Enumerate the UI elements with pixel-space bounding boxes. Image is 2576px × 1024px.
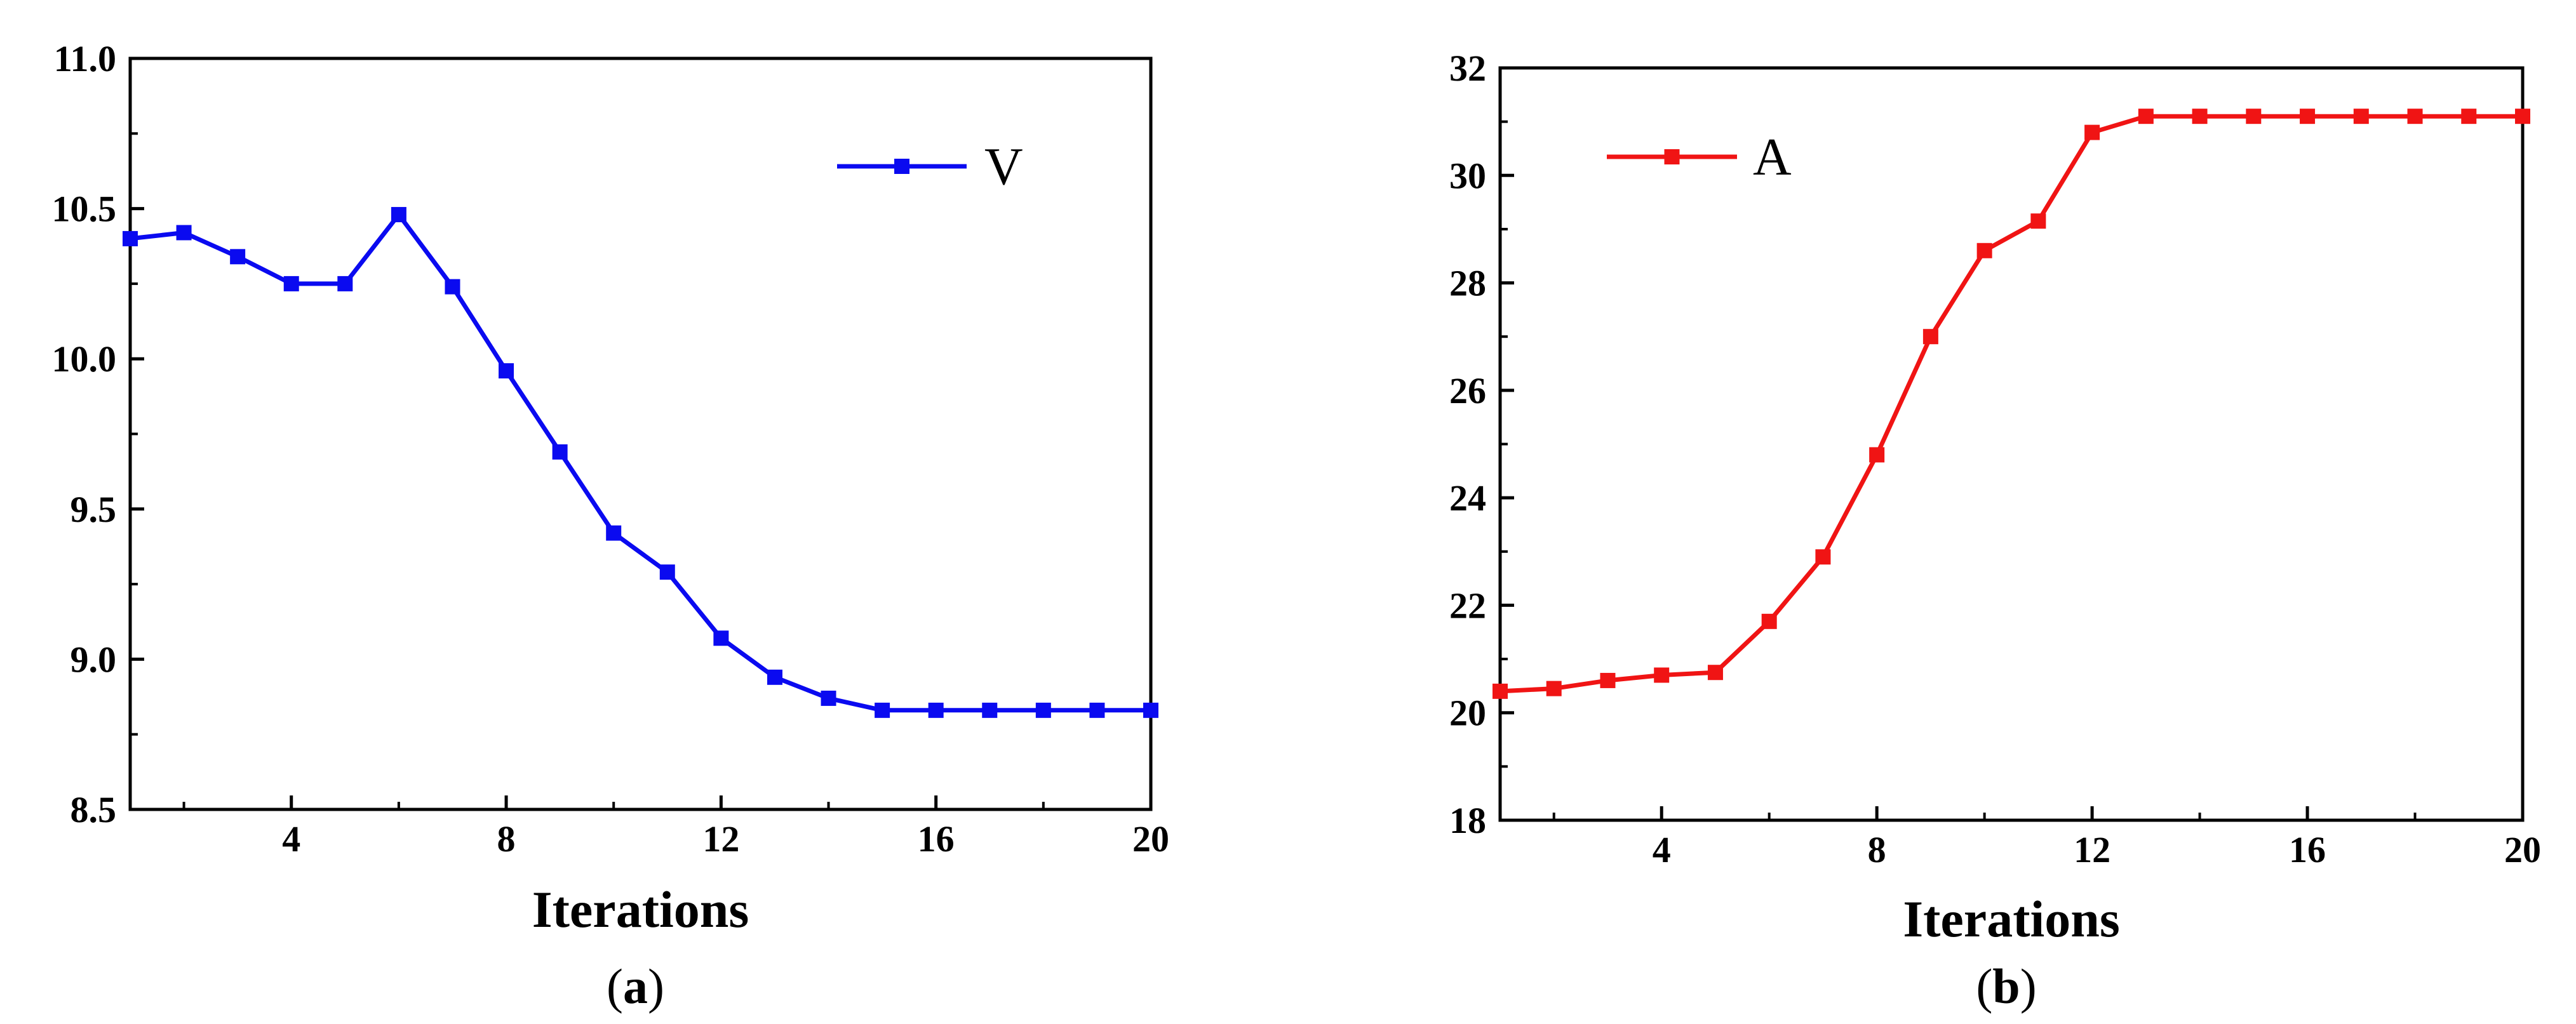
chart-b-x-tick-label: 4 (1653, 829, 1671, 870)
chart-b-data-point (2461, 109, 2477, 124)
chart-b-y-tick-label: 20 (1449, 693, 1486, 734)
chart-a-data-point (499, 363, 514, 379)
chart-a-data-point (391, 207, 406, 223)
chart-a-legend-label: V (984, 137, 1023, 196)
chart-b-data-point (2515, 109, 2530, 124)
chart-b-x-tick-label: 20 (2504, 829, 2541, 870)
chart-a-legend-marker (894, 159, 909, 174)
chart-b-data-point (1976, 243, 1992, 258)
chart-a-data-point (230, 249, 246, 265)
chart-a-data-point (283, 276, 299, 291)
chart-b-data-point (2138, 109, 2154, 124)
chart-a-y-tick-label: 10.0 (52, 338, 117, 380)
chart-b-data-point (2246, 109, 2262, 124)
chart-a-data-point (821, 690, 836, 706)
chart-a-data-point (982, 702, 998, 718)
chart-a-x-tick-label: 12 (702, 818, 739, 860)
chart-b-y-tick-label: 28 (1449, 263, 1486, 304)
chart-b-y-tick-label: 22 (1449, 585, 1486, 626)
chart-a-x-axis-title: Iterations (532, 881, 749, 938)
chart-a-data-point (928, 702, 944, 718)
chart-a-data-point (552, 444, 568, 460)
chart-b-x-tick-label: 16 (2289, 829, 2326, 870)
chart-b-y-tick-label: 18 (1449, 800, 1486, 841)
chart-b-data-point (2084, 124, 2100, 140)
chart-a-data-point (767, 669, 782, 685)
chart-a-data-point (1035, 702, 1051, 718)
chart-b-data-point (1815, 549, 1831, 565)
chart-a-y-tick-label: 10.5 (52, 189, 117, 230)
chart-b-x-tick-label: 12 (2074, 829, 2110, 870)
chart-a-data-point (1143, 702, 1158, 718)
chart-b-data-point (2192, 109, 2208, 124)
chart-a-data-point (123, 230, 138, 246)
chart-b-data-point (1761, 613, 1777, 629)
chart-b-data-point (1600, 672, 1616, 688)
chart-b-panel-caption: (b) (1976, 959, 2036, 1014)
chart-b-data-point (1707, 665, 1723, 681)
chart-a-data-point (606, 525, 622, 541)
chart-b-y-tick-label: 26 (1449, 370, 1486, 411)
chart-b-plot-frame (1498, 66, 2525, 822)
chart-b-x-axis-title: Iterations (1903, 890, 2120, 948)
chart-a-data-point (176, 225, 192, 241)
chart-a-data-point (659, 564, 675, 580)
chart-b-y-tick-label: 32 (1449, 48, 1486, 89)
chart-b-data-point (1654, 667, 1670, 683)
chart-a-data-point (713, 630, 729, 646)
chart-a-y-tick-label: 9.5 (70, 489, 117, 530)
chart-a-series-line (128, 212, 1153, 713)
chart-a-data-point (445, 279, 460, 295)
chart-b-data-point (2300, 109, 2316, 124)
chart-b-data-point (1546, 681, 1562, 696)
chart-a-data-point (1089, 702, 1105, 718)
chart-a-y-tick-label: 9.0 (70, 639, 117, 680)
chart-b-x-tick-label: 8 (1868, 829, 1886, 870)
chart-a-y-tick-label: 8.5 (70, 789, 117, 830)
chart-b-data-point (2030, 213, 2046, 229)
chart-a-panel-caption: (a) (607, 959, 664, 1014)
chart-b-series-line (1498, 114, 2525, 694)
chart-b-data-point (2407, 109, 2423, 124)
chart-panel-b: 4 8 12 16 20 18 20 22 24 26 28 30 32 Iterations (b) A (1449, 48, 2541, 1014)
chart-b-legend-label: A (1753, 128, 1792, 187)
chart-b-data-point (2353, 109, 2369, 124)
chart-b-y-tick-label: 24 (1449, 477, 1486, 519)
chart-a-x-tick-label: 16 (918, 818, 955, 860)
chart-a-y-tick-label: 11.0 (54, 38, 116, 79)
chart-a-data-point (337, 276, 353, 291)
chart-a-x-tick-label: 20 (1132, 818, 1169, 860)
chart-b-legend-marker (1664, 149, 1680, 164)
chart-a-x-tick-label: 4 (282, 818, 300, 860)
chart-panel-a: 4 8 12 16 20 8.5 9.0 9.5 10.0 10.5 11.0 Iterations (… (52, 38, 1170, 1014)
chart-a-x-tick-label: 8 (497, 818, 516, 860)
chart-b-data-point (1922, 329, 1938, 345)
chart-a-data-point (875, 702, 890, 718)
chart-b-y-tick-label: 30 (1449, 155, 1486, 196)
chart-b-data-point (1869, 447, 1885, 463)
chart-b-data-point (1493, 683, 1508, 699)
